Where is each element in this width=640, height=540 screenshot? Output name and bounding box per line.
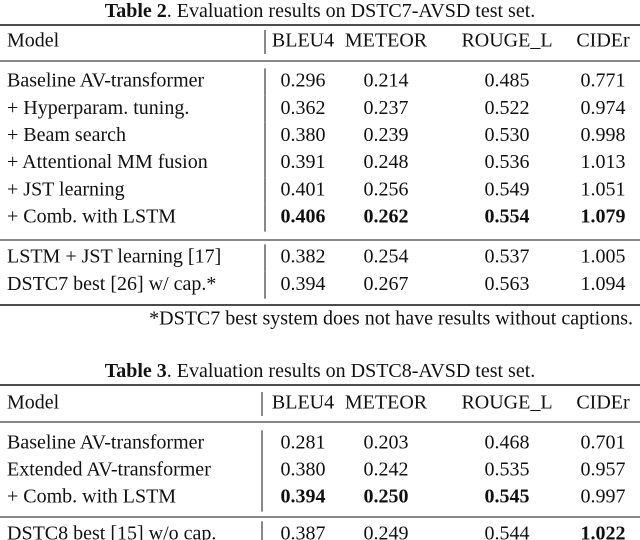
metric-cell: 0.957 [581, 459, 626, 481]
model-cell: DSTC7 best [26] w/ cap.* [7, 273, 216, 295]
caption: Table 2. Evaluation results on DSTC7-AVS… [105, 0, 536, 22]
metric-cell: 0.254 [364, 246, 409, 268]
header-cell: BLEU4 [272, 30, 334, 52]
metric-cell: 0.281 [281, 432, 326, 454]
metric-cell: 0.544 [485, 523, 530, 540]
metric-cell: 0.394 [281, 486, 326, 508]
metric-cell: 0.536 [485, 151, 530, 173]
metric-cell: 0.362 [281, 97, 326, 119]
model-cell: + Comb. with LSTM [7, 206, 176, 228]
metric-cell: 0.267 [364, 273, 409, 295]
caption-label: Table 2 [105, 0, 167, 22]
metric-cell: 0.237 [364, 97, 409, 119]
metric-cell: 0.250 [364, 486, 409, 508]
metric-cell: 0.974 [581, 97, 626, 119]
model-cell: + JST learning [7, 178, 125, 200]
metric-cell: 1.051 [581, 178, 626, 200]
model-cell: Extended AV-transformer [7, 459, 211, 481]
metric-cell: 0.203 [364, 432, 409, 454]
caption-text: . Evaluation results on DSTC8-AVSD test … [167, 360, 536, 382]
metric-cell: 0.242 [364, 459, 409, 481]
metric-cell: 0.394 [281, 273, 326, 295]
header-cell: METEOR [345, 30, 428, 52]
metric-cell: 1.079 [581, 206, 626, 228]
header-cell: CIDEr [576, 30, 630, 52]
metric-cell: 0.380 [281, 124, 326, 146]
footnote: *DSTC7 best system does not have results… [149, 308, 633, 330]
metric-cell: 0.387 [281, 523, 326, 540]
caption: Table 3. Evaluation results on DSTC8-AVS… [105, 360, 536, 382]
metric-cell: 0.998 [581, 124, 626, 146]
metric-cell: 0.537 [485, 246, 530, 268]
metric-cell: 0.406 [281, 206, 326, 228]
metric-cell: 0.214 [364, 70, 409, 92]
metric-cell: 0.248 [364, 151, 409, 173]
model-cell: DSTC8 best [15] w/o cap. [7, 523, 216, 540]
model-cell: + Hyperparam. tuning. [7, 97, 189, 119]
model-cell: + Comb. with LSTM [7, 486, 176, 508]
metric-cell: 0.249 [364, 523, 409, 540]
model-cell: + Attentional MM fusion [7, 151, 208, 173]
metric-cell: 1.005 [581, 246, 626, 268]
metric-cell: 0.701 [581, 432, 626, 454]
metric-cell: 0.401 [281, 178, 326, 200]
metric-cell: 0.256 [364, 178, 409, 200]
metric-cell: 0.563 [485, 273, 530, 295]
metric-cell: 0.485 [485, 70, 530, 92]
header-cell: ROUGE_L [461, 392, 552, 414]
metric-cell: 0.771 [581, 70, 626, 92]
metric-cell: 0.468 [485, 432, 530, 454]
metric-cell: 0.545 [485, 486, 530, 508]
model-cell: LSTM + JST learning [17] [7, 246, 221, 268]
metric-cell: 0.380 [281, 459, 326, 481]
metric-cell: 0.382 [281, 246, 326, 268]
header-cell: Model [7, 392, 60, 414]
header-cell: BLEU4 [272, 392, 334, 414]
metric-cell: 0.530 [485, 124, 530, 146]
model-cell: Baseline AV-transformer [7, 432, 205, 454]
metric-cell: 0.997 [581, 486, 626, 508]
caption-label: Table 3 [105, 360, 167, 382]
metric-cell: 0.535 [485, 459, 530, 481]
header-cell: CIDEr [576, 392, 630, 414]
metric-cell: 0.296 [281, 70, 326, 92]
metric-cell: 0.391 [281, 151, 326, 173]
model-cell: + Beam search [7, 124, 126, 146]
caption-text: . Evaluation results on DSTC7-AVSD test … [167, 0, 536, 22]
header-cell: ROUGE_L [461, 30, 552, 52]
metric-cell: 1.022 [581, 523, 626, 540]
header-cell: METEOR [345, 392, 428, 414]
metric-cell: 0.549 [485, 178, 530, 200]
metric-cell: 1.013 [581, 151, 626, 173]
metric-cell: 0.554 [485, 206, 530, 228]
model-cell: Baseline AV-transformer [7, 70, 205, 92]
header-cell: Model [7, 30, 60, 52]
metric-cell: 1.094 [581, 273, 626, 295]
metric-cell: 0.262 [364, 206, 409, 228]
metric-cell: 0.239 [364, 124, 409, 146]
metric-cell: 0.522 [485, 97, 530, 119]
